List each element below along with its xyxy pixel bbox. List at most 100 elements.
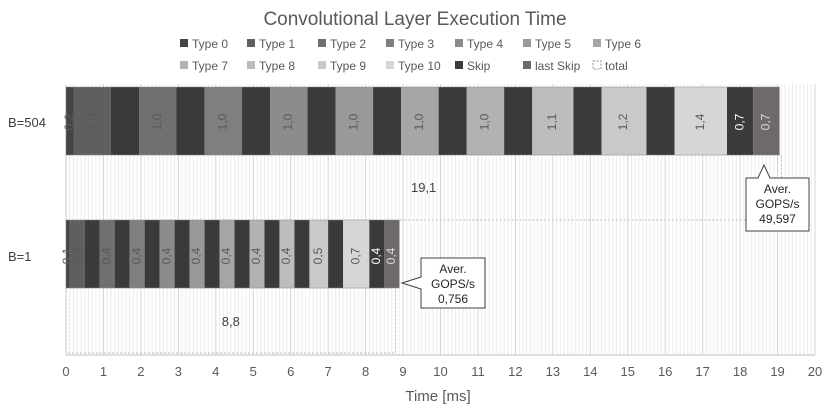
x-tick-label: 11 <box>471 364 485 379</box>
total-label: 8,8 <box>222 314 240 329</box>
gops-callout: Aver.GOPS/s49,597 <box>745 163 810 232</box>
legend-entry: Type 9 <box>318 59 366 73</box>
legend-entry: Type 6 <box>593 37 641 51</box>
x-tick-label: 4 <box>212 364 219 379</box>
bar-segment <box>328 220 344 288</box>
x-tick-label: 0 <box>62 364 69 379</box>
bar-segment <box>139 87 177 155</box>
data-label: 0,4 <box>219 247 233 264</box>
legend-swatch <box>318 39 326 47</box>
data-label: 0,7 <box>758 113 772 130</box>
bar-segment <box>189 220 205 288</box>
data-label: 0,4 <box>384 247 398 264</box>
x-axis: 0 1 2 3 4 5 6 7 8 9 10 11 12 13 14 15 16 17 18 19 20 <box>62 364 822 379</box>
legend-label: Type 3 <box>398 37 434 51</box>
chart-title: Convolutional Layer Execution Time <box>263 9 566 30</box>
callout-title: Aver. <box>764 182 791 196</box>
x-tick-label: 10 <box>433 364 447 379</box>
bar-segment <box>674 87 727 155</box>
callout-value: 0,756 <box>438 292 468 306</box>
data-label: 0,7 <box>348 247 362 264</box>
bar-outline <box>65 86 780 156</box>
bar-segment <box>726 87 754 155</box>
bar-segment <box>270 87 308 155</box>
legend-swatch <box>592 60 602 70</box>
bar-segment <box>204 87 243 155</box>
legend-swatch <box>455 61 463 69</box>
legend-swatch <box>180 61 188 69</box>
callout-box <box>745 163 810 232</box>
bar-segment <box>234 220 250 288</box>
x-tick-label: 16 <box>658 364 672 379</box>
bar-segment <box>144 220 160 288</box>
legend-entry: Type 7 <box>180 59 228 73</box>
data-label: 1,0 <box>84 113 98 130</box>
legend-swatch <box>386 39 394 47</box>
bar-segment <box>373 87 402 155</box>
x-tick-label: 7 <box>325 364 332 379</box>
bar-segment <box>114 220 130 288</box>
legend-entry: last Skip <box>523 59 581 73</box>
legend-swatch <box>523 39 531 47</box>
legend-swatch <box>523 61 531 69</box>
bar-outline <box>65 219 400 289</box>
legend-label: Type 7 <box>192 59 228 73</box>
legend-label: last Skip <box>535 59 581 73</box>
bar-segment <box>753 87 780 155</box>
data-label: 1,1 <box>545 113 559 130</box>
x-tick-label: 20 <box>808 364 822 379</box>
legend-swatch <box>318 61 326 69</box>
data-label: 1,0 <box>281 113 295 130</box>
data-label: 1,4 <box>693 113 707 130</box>
data-label: 0,5 <box>311 247 325 264</box>
x-tick-label: 5 <box>250 364 257 379</box>
legend-label: Type 5 <box>535 37 571 51</box>
x-tick-label: 9 <box>399 364 406 379</box>
bar-segment <box>369 220 385 288</box>
x-tick-label: 12 <box>508 364 522 379</box>
bar-segment <box>573 87 602 155</box>
bar-segment <box>438 87 467 155</box>
callout-title: Aver. <box>439 262 466 276</box>
legend-swatch <box>593 39 601 47</box>
data-label: 0,4 <box>129 247 143 264</box>
callout-title: GOPS/s <box>431 277 475 291</box>
legend-label: Skip <box>467 59 491 73</box>
data-label: 0,7 <box>732 113 746 130</box>
legend-label: Type 4 <box>467 37 503 51</box>
data-label: 0,2 <box>62 113 76 130</box>
legend-swatch <box>247 39 255 47</box>
callout-value: 49,597 <box>759 212 796 226</box>
category-label: B=504 <box>8 115 46 130</box>
bar-segment <box>601 87 647 155</box>
legend-label: Type 6 <box>605 37 641 51</box>
total-label: 19,1 <box>411 180 436 195</box>
data-label: 0,4 <box>369 247 383 264</box>
bar-row: B=18,80,10,4 0,4 0,4 0,4 0,4 0,4 0,4 0,4 0,5 0,7 0… <box>8 219 400 354</box>
bar-segment <box>343 220 370 288</box>
bar-segment <box>84 220 100 288</box>
data-label: 1,2 <box>616 113 630 130</box>
bar-segment <box>219 220 235 288</box>
legend-entry: total <box>592 59 628 73</box>
legend-entry: Type 1 <box>247 37 295 51</box>
bar-segment <box>532 87 574 155</box>
bar-segment <box>204 220 220 288</box>
category-label: B=1 <box>8 249 32 264</box>
bar-segment <box>309 220 329 288</box>
x-tick-label: 1 <box>100 364 107 379</box>
bar-segment <box>307 87 336 155</box>
legend-entry: Skip <box>455 59 491 73</box>
bar-segment <box>129 220 145 288</box>
bar-segment <box>69 220 85 288</box>
x-tick-label: 18 <box>733 364 747 379</box>
legend-label: Type 10 <box>398 59 441 73</box>
bar-segment <box>646 87 675 155</box>
data-label: 1,0 <box>412 113 426 130</box>
legend-label: Type 0 <box>192 37 228 51</box>
bar-row: B=504 19,1 0,2 1,0 1,0 1,0 1,0 1,0 1,0 1,0 1,1 1,2 1… <box>8 86 782 221</box>
legend-entry: Type 8 <box>247 59 295 73</box>
x-axis-label: Time [ms] <box>405 388 470 405</box>
